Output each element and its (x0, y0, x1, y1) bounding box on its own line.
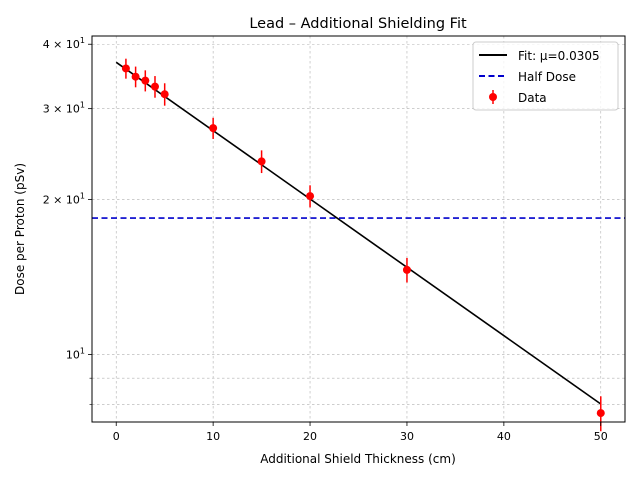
y-tick-label-exponent-0: 1 (80, 347, 85, 356)
y-tick-label-base-0: 10 (66, 349, 80, 362)
legend-half-dose-label: Half Dose (518, 70, 576, 84)
x-tick-label-5: 50 (594, 430, 608, 443)
y-tick-label-1: 2 × 101 (43, 191, 85, 206)
data-point-9 (596, 409, 605, 418)
data-point-6 (257, 157, 266, 166)
x-tick-label-3: 30 (400, 430, 414, 443)
y-tick-label-base-3: 4 × 10 (43, 38, 80, 51)
y-tick-label-base-2: 3 × 10 (43, 103, 80, 116)
grid-lines (92, 36, 625, 422)
y-tick-label-3: 4 × 101 (43, 36, 85, 51)
legend: Fit: μ=0.0305 Half Dose Data (472, 41, 619, 111)
data-point-8 (402, 265, 411, 274)
data-point-5 (209, 124, 218, 133)
x-tick-label-4: 40 (497, 430, 511, 443)
data-point-2 (141, 76, 150, 85)
data-point-0 (121, 64, 130, 73)
x-tick-label-2: 20 (303, 430, 317, 443)
data-series (121, 58, 605, 432)
y-tick-label-exponent-2: 1 (80, 101, 85, 110)
x-tick-label-1: 10 (206, 430, 220, 443)
y-axis-label: Dose per Proton (pSv) (13, 163, 27, 295)
y-tick-label-2: 3 × 101 (43, 101, 85, 116)
x-axis-label: Additional Shield Thickness (cm) (260, 452, 456, 466)
data-point-1 (131, 72, 140, 81)
data-point-4 (160, 90, 169, 99)
y-tick-label-exponent-3: 1 (80, 36, 85, 45)
legend-data-marker (489, 93, 497, 101)
data-point-3 (150, 82, 159, 91)
y-tick-label-0: 101 (66, 347, 85, 362)
legend-fit-label: Fit: μ=0.0305 (518, 49, 600, 63)
legend-data-label: Data (518, 91, 547, 105)
fit-series (115, 61, 602, 405)
plot-area-frame (91, 35, 626, 423)
y-tick-label-base-1: 2 × 10 (43, 193, 80, 206)
y-tick-label-exponent-1: 1 (80, 191, 85, 200)
x-axis-ticks: 0 10 20 30 40 50 (113, 422, 608, 443)
data-point-7 (306, 192, 315, 201)
legend-box (472, 41, 619, 111)
fit-line (115, 61, 602, 405)
x-tick-label-0: 0 (113, 430, 120, 443)
chart-title: Lead – Additional Shielding Fit (249, 16, 467, 32)
